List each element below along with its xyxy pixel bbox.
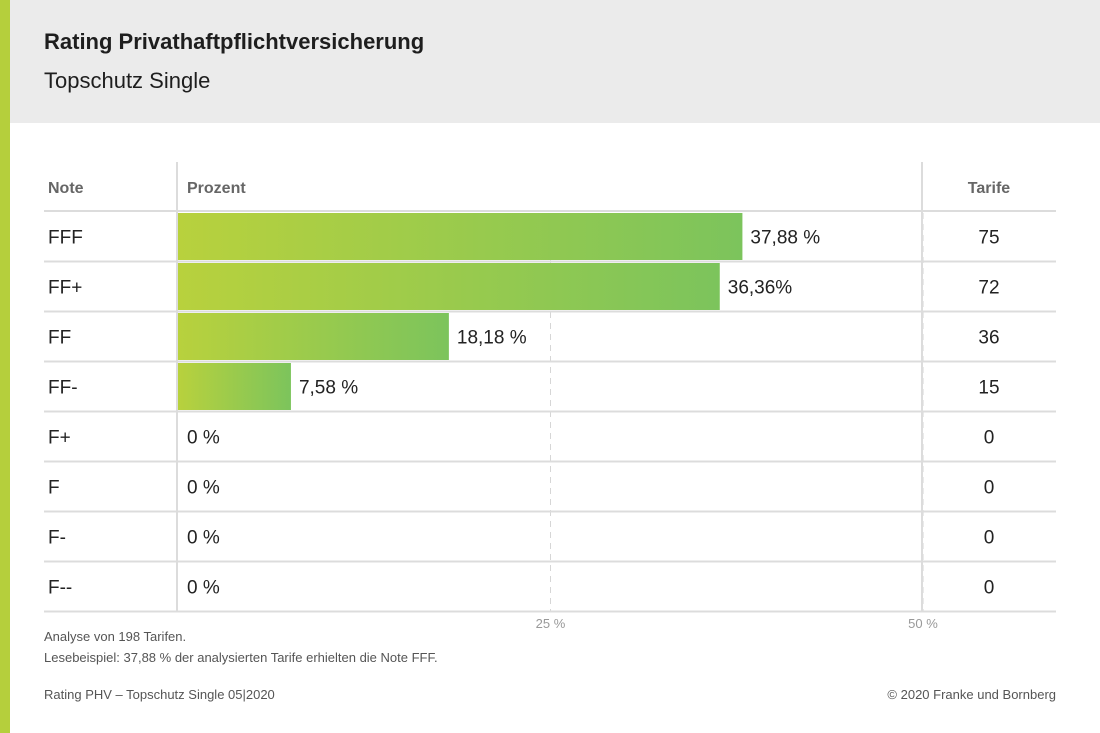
value-label: 18,18 % [457, 328, 527, 349]
footnote-example: Lesebeispiel: 37,88 % der analysierten T… [44, 650, 438, 665]
bar-FFF [178, 213, 743, 260]
value-label: 0 % [187, 428, 220, 449]
row-count: 72 [978, 278, 999, 299]
chart-subtitle: Topschutz Single [44, 68, 211, 93]
footer-source: Rating PHV – Topschutz Single 05|2020 [44, 687, 275, 702]
value-label: 0 % [187, 478, 220, 499]
value-label: 0 % [187, 578, 220, 599]
row-note-label: FFF [48, 228, 83, 249]
row-count: 0 [984, 528, 995, 549]
row-count: 15 [978, 378, 999, 399]
footer-copyright: © 2020 Franke und Bornberg [887, 687, 1056, 702]
x-tick-label: 50 % [908, 616, 938, 631]
bar-FF- [178, 363, 291, 410]
x-tick-label: 25 % [536, 616, 566, 631]
row-count: 0 [984, 578, 995, 599]
bar-FF [178, 313, 449, 360]
row-note-label: FF+ [48, 278, 82, 299]
accent-stripe [0, 0, 10, 733]
value-label: 0 % [187, 528, 220, 549]
header-count: Tarife [968, 180, 1010, 197]
row-note-label: F-- [48, 578, 72, 599]
value-label: 37,88 % [750, 228, 820, 249]
header-band [10, 0, 1100, 123]
header-percent: Prozent [187, 180, 246, 197]
row-note-label: F [48, 478, 60, 499]
header-note: Note [48, 180, 84, 197]
value-label: 36,36% [728, 278, 793, 299]
row-count: 75 [978, 228, 999, 249]
value-label: 7,58 % [299, 378, 358, 399]
bar-FF+ [178, 263, 720, 310]
chart-title: Rating Privathaftpflichtversicherung [44, 29, 425, 54]
row-note-label: FF- [48, 378, 78, 399]
row-note-label: F+ [48, 428, 71, 449]
row-note-label: FF [48, 328, 71, 349]
row-count: 0 [984, 428, 995, 449]
row-note-label: F- [48, 528, 66, 549]
row-count: 0 [984, 478, 995, 499]
footnote-analysis: Analyse von 198 Tarifen. [44, 629, 187, 644]
row-count: 36 [978, 328, 999, 349]
